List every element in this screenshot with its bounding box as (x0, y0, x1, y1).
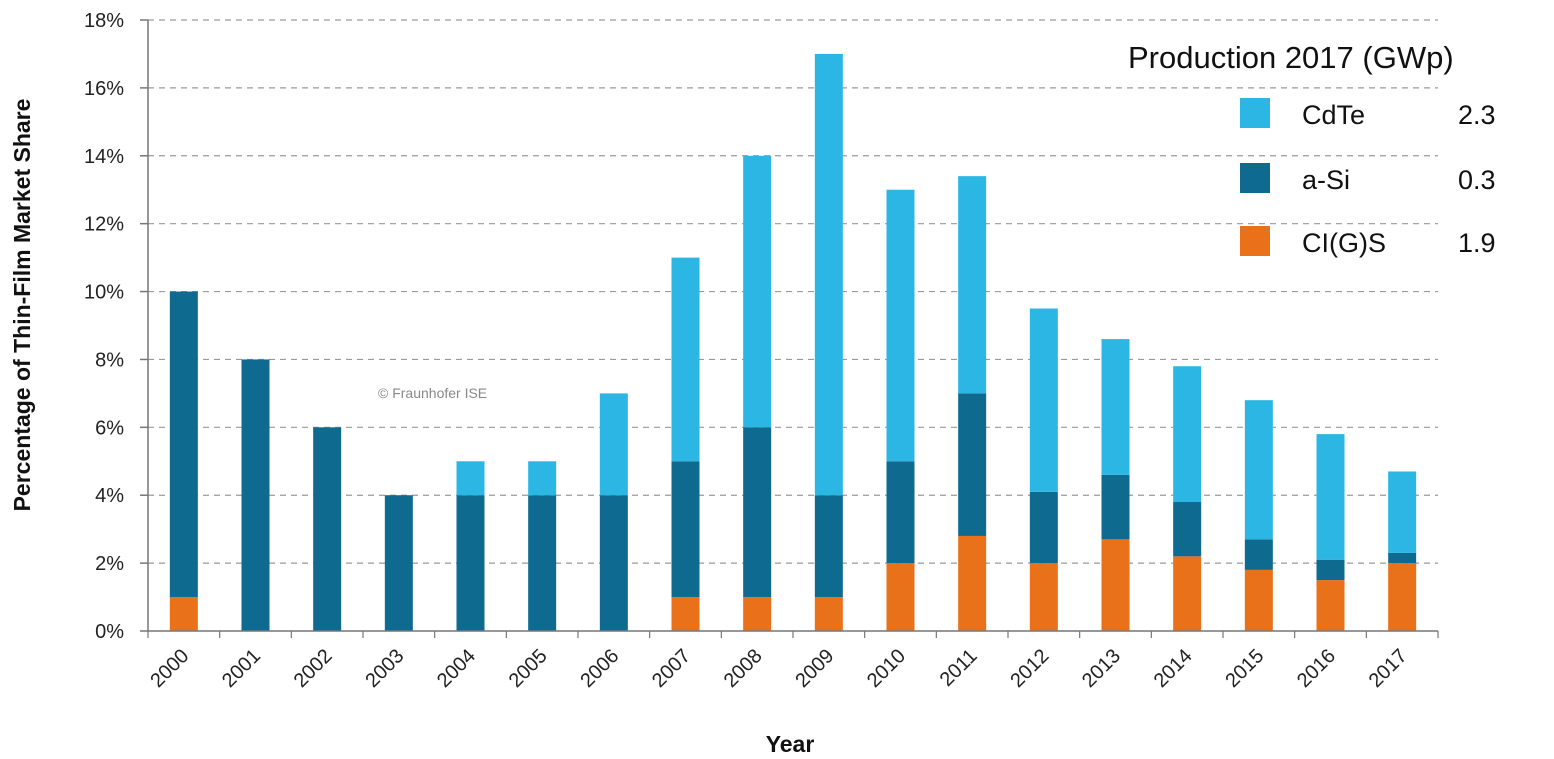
bar-segment-cdte-2017 (1388, 471, 1417, 553)
bar-segment-a-si-2012 (1029, 491, 1058, 564)
bar-segment-ci-g-s-2014 (1173, 556, 1202, 631)
bar-segment-a-si-2003 (384, 495, 413, 631)
bar-segment-ci-g-s-2000 (169, 597, 198, 631)
legend-swatch-cigs (1240, 226, 1270, 256)
legend: Production 2017 (GWp) CdTe 2.3 a-Si 0.3 … (1128, 40, 1496, 258)
bar-segment-ci-g-s-2010 (886, 563, 915, 631)
x-tick-label: 2016 (1293, 645, 1340, 692)
bar-segment-a-si-2010 (886, 461, 915, 564)
y-tick-label: 6% (95, 417, 124, 439)
bar-segment-a-si-2001 (241, 359, 270, 631)
bar-segment-cdte-2010 (886, 189, 915, 462)
y-tick-label: 16% (84, 78, 124, 100)
x-tick-label: 2006 (576, 645, 623, 692)
bar-segment-ci-g-s-2016 (1316, 580, 1345, 631)
bars (169, 53, 1417, 631)
bar-segment-cdte-2012 (1029, 308, 1058, 492)
y-axis-ticks: 0% 2% 4% 6% 8% 10% 12% 14% 16% 18% (84, 10, 148, 643)
bar-segment-ci-g-s-2017 (1388, 563, 1417, 631)
bar-segment-cdte-2007 (671, 257, 700, 462)
x-tick-label: 2009 (791, 645, 838, 692)
y-axis-title: Percentage of Thin-Film Market Share (9, 99, 35, 512)
bar-segment-cdte-2004 (456, 461, 485, 496)
y-tick-label: 2% (95, 553, 124, 575)
x-tick-label: 2015 (1221, 645, 1268, 692)
x-tick-label: 2005 (505, 645, 552, 692)
bar-segment-a-si-2004 (456, 495, 485, 631)
x-tick-label: 2003 (361, 645, 408, 692)
x-axis-ticks: 2000 2001 2002 2003 2004 2005 2006 2007 2008 2009… (146, 631, 1439, 692)
y-tick-label: 8% (95, 349, 124, 371)
legend-swatch-a-si (1240, 163, 1270, 193)
bar-segment-ci-g-s-2012 (1029, 563, 1058, 631)
bar-segment-cdte-2014 (1173, 366, 1202, 503)
bar-segment-a-si-2008 (743, 427, 772, 598)
x-tick-label: 2002 (290, 645, 337, 692)
bar-segment-a-si-2007 (671, 461, 700, 598)
x-tick-label: 2004 (433, 645, 480, 692)
x-tick-label: 2000 (146, 645, 193, 692)
legend-title: Production 2017 (GWp) (1128, 40, 1454, 75)
bar-segment-cdte-2013 (1101, 339, 1130, 475)
bar-segment-cdte-2008 (743, 155, 772, 428)
bar-segment-a-si-2011 (958, 393, 987, 536)
bar-segment-a-si-2013 (1101, 474, 1130, 540)
x-tick-label: 2014 (1150, 645, 1197, 692)
x-tick-label: 2011 (936, 645, 982, 691)
bar-segment-a-si-2016 (1316, 559, 1345, 581)
bar-segment-a-si-2002 (313, 427, 342, 631)
bar-segment-ci-g-s-2009 (814, 597, 843, 631)
legend-label-a-si: a-Si (1302, 165, 1350, 195)
x-tick-label: 2010 (863, 645, 910, 692)
x-tick-label: 2012 (1006, 645, 1053, 692)
bar-segment-cdte-2011 (958, 176, 987, 394)
x-tick-label: 2008 (720, 645, 767, 692)
x-axis-title: Year (766, 731, 815, 757)
bar-segment-a-si-2006 (599, 495, 628, 631)
y-tick-label: 12% (84, 214, 124, 236)
bar-segment-cdte-2015 (1244, 400, 1273, 540)
legend-swatch-cdte (1240, 98, 1270, 128)
bar-segment-ci-g-s-2007 (671, 597, 700, 631)
bar-segment-a-si-2017 (1388, 552, 1417, 564)
bar-segment-cdte-2006 (599, 393, 628, 496)
x-tick-label: 2013 (1078, 645, 1125, 692)
bar-segment-a-si-2015 (1244, 539, 1273, 570)
bar-segment-ci-g-s-2008 (743, 597, 772, 631)
y-tick-label: 14% (84, 146, 124, 168)
bar-segment-a-si-2000 (169, 291, 198, 598)
gridlines (148, 19, 1438, 564)
legend-value-a-si: 0.3 (1458, 165, 1496, 195)
bar-segment-a-si-2005 (528, 495, 557, 631)
bar-segment-cdte-2009 (814, 53, 843, 496)
legend-label-cdte: CdTe (1302, 100, 1365, 130)
y-tick-label: 10% (84, 282, 124, 304)
bar-segment-a-si-2009 (814, 495, 843, 598)
x-tick-label: 2001 (218, 645, 265, 692)
watermark: © Fraunhofer ISE (378, 385, 487, 401)
bar-segment-cdte-2016 (1316, 434, 1345, 560)
bar-segment-ci-g-s-2013 (1101, 539, 1130, 631)
legend-label-cigs: CI(G)S (1302, 228, 1386, 258)
y-tick-label: 18% (84, 10, 124, 32)
y-tick-label: 4% (95, 485, 124, 507)
bar-segment-ci-g-s-2015 (1244, 569, 1273, 631)
y-tick-label: 0% (95, 621, 124, 643)
legend-value-cdte: 2.3 (1458, 100, 1496, 130)
bar-segment-cdte-2005 (528, 461, 557, 496)
legend-value-cigs: 1.9 (1458, 228, 1496, 258)
x-tick-label: 2017 (1365, 645, 1412, 692)
bar-segment-a-si-2014 (1173, 502, 1202, 557)
bar-segment-ci-g-s-2011 (958, 535, 987, 631)
x-tick-label: 2007 (648, 645, 695, 692)
